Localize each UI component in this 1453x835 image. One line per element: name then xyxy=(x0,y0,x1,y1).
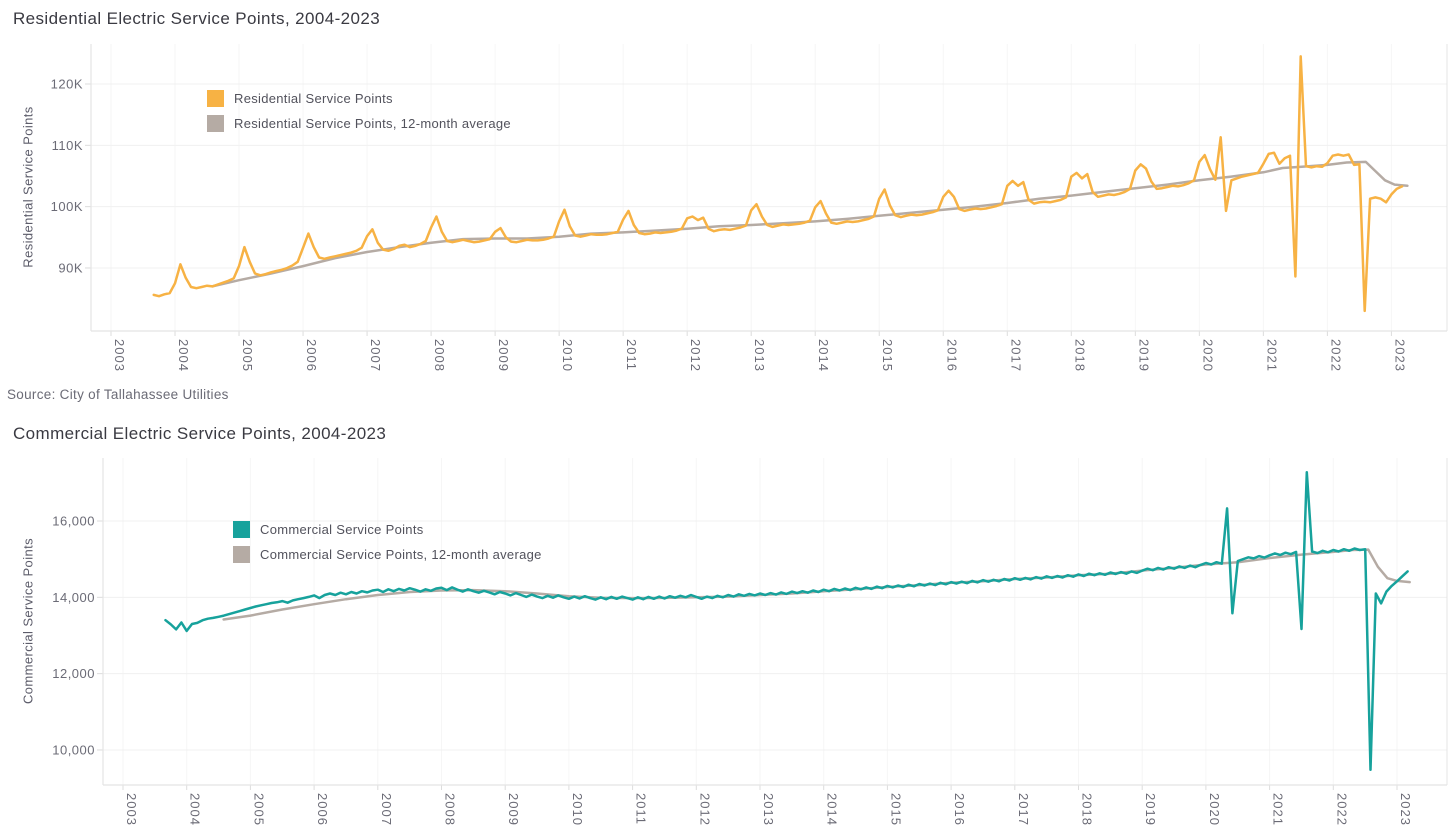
x-tick-label: 2022 xyxy=(1334,793,1349,826)
commercial-series-swatch xyxy=(233,521,250,538)
x-tick-label: 2005 xyxy=(251,793,266,826)
x-tick-label: 2018 xyxy=(1072,339,1087,372)
x-tick-label: 2010 xyxy=(570,793,585,826)
residential-chart-title: Residential Electric Service Points, 200… xyxy=(13,9,381,28)
x-tick-label: 2011 xyxy=(624,339,639,371)
y-tick-label: 90K xyxy=(58,260,83,275)
average-line-residential xyxy=(210,160,1409,288)
data-line-residential xyxy=(152,55,1404,313)
y-tick-label: 16,000 xyxy=(52,514,95,529)
y-tick-label: 110K xyxy=(52,138,83,153)
x-tick-label: 2017 xyxy=(1008,339,1023,372)
y-tick-label: 100K xyxy=(51,199,83,214)
legend-label: Residential Service Points xyxy=(234,91,393,106)
data-line-commercial xyxy=(164,470,1409,772)
x-tick-label: 2007 xyxy=(368,339,383,372)
x-tick-label: 2009 xyxy=(496,339,511,372)
x-tick-label: 2003 xyxy=(124,793,139,826)
x-tick-label: 2003 xyxy=(112,339,127,372)
x-tick-label: 2012 xyxy=(688,339,703,372)
x-tick-label: 2013 xyxy=(761,793,776,826)
legend-item-commercial-12mo-average: Commercial Service Points, 12-month aver… xyxy=(233,546,542,563)
x-tick-label: 2004 xyxy=(188,793,203,826)
x-tick-label: 2019 xyxy=(1143,793,1158,826)
x-tick-label: 2006 xyxy=(304,339,319,372)
x-tick-label: 2021 xyxy=(1271,793,1286,826)
x-tick-label: 2012 xyxy=(697,793,712,826)
x-tick-label: 2020 xyxy=(1200,339,1215,372)
x-tick-label: 2014 xyxy=(816,339,831,372)
x-tick-label: 2015 xyxy=(888,793,903,826)
legend-item-commercial-service-points: Commercial Service Points xyxy=(233,521,542,538)
legend-item-residential-service-points: Residential Service Points xyxy=(207,90,511,107)
x-tick-label: 2009 xyxy=(506,793,521,826)
x-tick-label: 2017 xyxy=(1016,793,1031,826)
x-tick-label: 2020 xyxy=(1207,793,1222,826)
source-note: Source: City of Tallahassee Utilities xyxy=(7,387,229,402)
x-tick-label: 2018 xyxy=(1080,793,1095,826)
x-tick-label: 2010 xyxy=(560,339,575,372)
x-tick-label: 2016 xyxy=(944,339,959,372)
x-tick-label: 2023 xyxy=(1392,339,1407,372)
x-tick-label: 2022 xyxy=(1328,339,1343,372)
y-tick-label: 12,000 xyxy=(52,666,95,681)
x-tick-label: 2005 xyxy=(240,339,255,372)
x-tick-label: 2014 xyxy=(825,793,840,826)
commercial-y-axis-title: Commercial Service Points xyxy=(20,537,36,705)
x-tick-label: 2011 xyxy=(634,793,649,825)
x-tick-label: 2016 xyxy=(952,793,967,826)
x-tick-label: 2015 xyxy=(880,339,895,372)
x-tick-label: 2004 xyxy=(176,339,191,372)
residential-series-swatch xyxy=(207,90,224,107)
legend-item-residential-12mo-average: Residential Service Points, 12-month ave… xyxy=(207,115,511,132)
residential-legend: Residential Service Points Residential S… xyxy=(207,90,511,140)
y-tick-label: 14,000 xyxy=(52,590,95,605)
x-tick-label: 2019 xyxy=(1136,339,1151,372)
x-tick-label: 2008 xyxy=(443,793,458,826)
residential-y-axis-title: Residential Service Points xyxy=(20,106,36,268)
y-tick-label: 120K xyxy=(51,77,83,92)
commercial-average-series-swatch xyxy=(233,546,250,563)
x-tick-label: 2013 xyxy=(752,339,767,372)
legend-label: Commercial Service Points, 12-month aver… xyxy=(260,547,542,562)
commercial-chart-title: Commercial Electric Service Points, 2004… xyxy=(13,424,387,443)
x-tick-label: 2006 xyxy=(315,793,330,826)
x-tick-label: 2008 xyxy=(432,339,447,372)
commercial-legend: Commercial Service Points Commercial Ser… xyxy=(233,521,542,571)
x-tick-label: 2007 xyxy=(379,793,394,826)
x-tick-label: 2023 xyxy=(1398,793,1413,826)
x-tick-label: 2021 xyxy=(1264,339,1279,372)
y-tick-label: 10,000 xyxy=(52,742,95,757)
legend-label: Commercial Service Points xyxy=(260,522,424,537)
residential-chart-canvas[interactable]: 2003 2004 2005 2006 2007 2008 2009 2010 2011 2012… xyxy=(0,0,1453,410)
residential-average-series-swatch xyxy=(207,115,224,132)
legend-label: Residential Service Points, 12-month ave… xyxy=(234,116,511,131)
